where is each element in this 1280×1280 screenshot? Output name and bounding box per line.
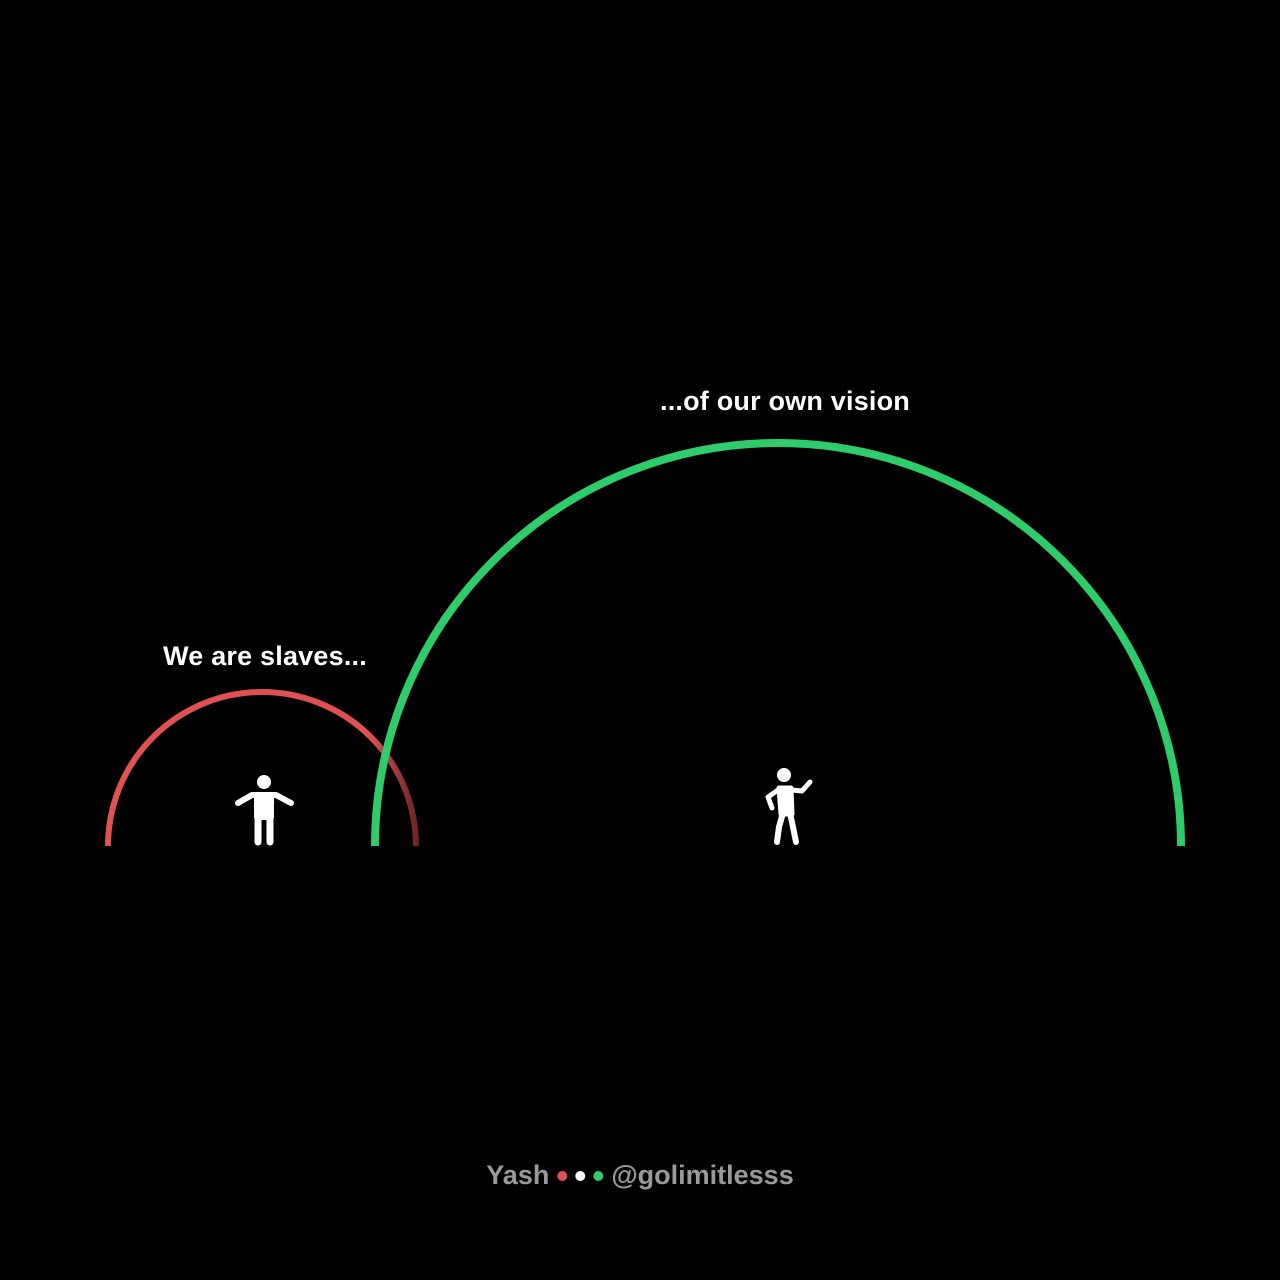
large-green-arc bbox=[371, 439, 1185, 847]
author-name: Yash bbox=[486, 1160, 550, 1190]
red-dot bbox=[557, 1170, 568, 1181]
caption-we-are-slaves: We are slaves... bbox=[163, 641, 367, 671]
small-red-arc bbox=[105, 689, 419, 847]
white-dot bbox=[575, 1170, 586, 1181]
caption-of-our-own-vision: ...of our own vision bbox=[660, 386, 910, 416]
color-dots bbox=[557, 1170, 604, 1181]
walking-waving-person-icon bbox=[765, 768, 813, 845]
author-handle: @golimitlesss bbox=[611, 1160, 794, 1190]
footer-credit: Yash @golimitlesss bbox=[486, 1160, 793, 1191]
standing-person-icon bbox=[235, 775, 294, 846]
green-dot bbox=[593, 1170, 604, 1181]
